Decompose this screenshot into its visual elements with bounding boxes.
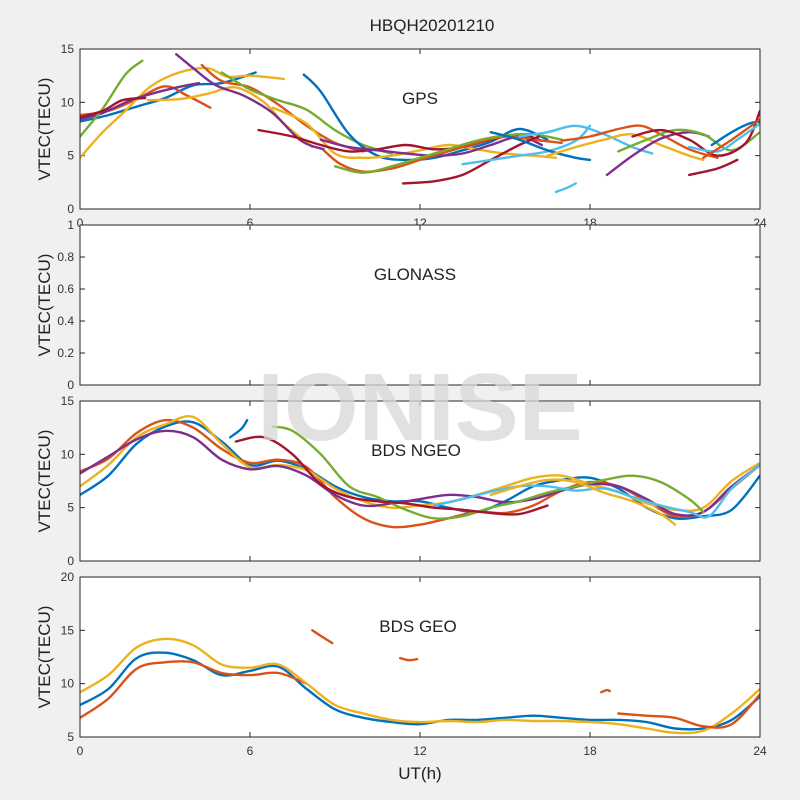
y-axis-label: VTEC(TECU): [35, 430, 54, 533]
y-tick-label: 15: [61, 394, 75, 408]
x-tick-label: 12: [413, 744, 427, 758]
panel-3: 5 10 15 20 0 6 12 18 24 BDS GEO VTEC(TECU) UT(h): [35, 570, 767, 783]
series-line: [80, 59, 144, 138]
series-line: [617, 128, 760, 153]
series-line: [80, 660, 308, 719]
y-tick-label: 20: [61, 570, 75, 584]
y-tick-label: 0: [67, 554, 74, 568]
y-tick-label: 5: [67, 501, 74, 515]
series-line: [702, 118, 760, 159]
y-axis-label: VTEC(TECU): [35, 606, 54, 709]
series-line: [80, 71, 257, 123]
y-tick-label: 15: [61, 623, 75, 637]
series-line: [688, 158, 739, 177]
series-group: [80, 629, 760, 735]
panel-2: 0 5 10 15 BDS NGEO VTEC(TECU): [35, 394, 761, 568]
series-line: [518, 124, 654, 155]
series-line: [175, 53, 325, 151]
plot-area: [80, 577, 760, 737]
series-line: [80, 429, 760, 517]
series-line: [80, 66, 286, 159]
series-line: [489, 131, 592, 162]
x-axis-label: UT(h): [398, 764, 441, 783]
y-tick-label: 5: [67, 149, 74, 163]
series-line: [234, 435, 549, 516]
y-tick-label: 0.4: [57, 314, 74, 328]
series-line: [80, 651, 760, 731]
axes-frame: [79, 400, 761, 562]
y-tick-label: 10: [61, 95, 75, 109]
series-group: [80, 53, 760, 194]
panel-label: GLONASS: [374, 265, 456, 284]
series-line: [220, 71, 393, 155]
series-line: [554, 182, 577, 194]
y-tick-label: 1: [67, 218, 74, 232]
series-line: [311, 629, 334, 645]
series-line: [546, 132, 705, 162]
x-tick-label: 24: [753, 744, 767, 758]
series-line: [399, 656, 419, 662]
series-line: [80, 81, 201, 121]
y-tick-label: 10: [61, 447, 75, 461]
series-line: [617, 693, 760, 729]
y-tick-label: 10: [61, 677, 75, 691]
series-line: [433, 463, 760, 519]
series-line: [271, 425, 705, 520]
series-line: [489, 478, 677, 526]
x-tick-label: 0: [77, 744, 84, 758]
watermark: IONISE: [257, 354, 582, 461]
y-tick-label: 0.2: [57, 346, 74, 360]
x-tick-label: 0: [77, 216, 84, 230]
y-tick-label: 0.8: [57, 250, 74, 264]
y-tick-label: 0: [67, 202, 74, 216]
series-line: [600, 688, 611, 694]
series-group: [80, 415, 760, 529]
series-line: [333, 132, 563, 174]
axes-frame: [79, 224, 761, 386]
y-tick-label: 0: [67, 378, 74, 392]
y-tick-label: 0.6: [57, 282, 74, 296]
panel-1: 0 0.2 0.4 0.6 0.8 1 GLONASS VTEC(TECU): [35, 218, 761, 392]
axes-frame: [79, 48, 761, 210]
y-tick-label: 5: [67, 730, 74, 744]
x-tick-label: 6: [247, 744, 254, 758]
panel-label: BDS GEO: [379, 617, 456, 636]
plot-area: [80, 225, 760, 385]
panel-label: BDS NGEO: [371, 441, 461, 460]
series-line: [229, 419, 249, 439]
y-axis-label: VTEC(TECU): [35, 254, 54, 357]
panel-label: GPS: [402, 89, 438, 108]
y-tick-label: 15: [61, 42, 75, 56]
x-tick-label: 18: [583, 744, 597, 758]
figure-title: HBQH20201210: [370, 16, 495, 35]
y-axis-label: VTEC(TECU): [35, 78, 54, 181]
series-line: [80, 96, 147, 119]
x-tick-label: 6: [247, 216, 254, 230]
axes-frame: [79, 576, 761, 738]
series-line: [80, 637, 760, 735]
series-line: [688, 122, 760, 153]
series-line: [560, 124, 719, 159]
series-line: [401, 135, 541, 185]
